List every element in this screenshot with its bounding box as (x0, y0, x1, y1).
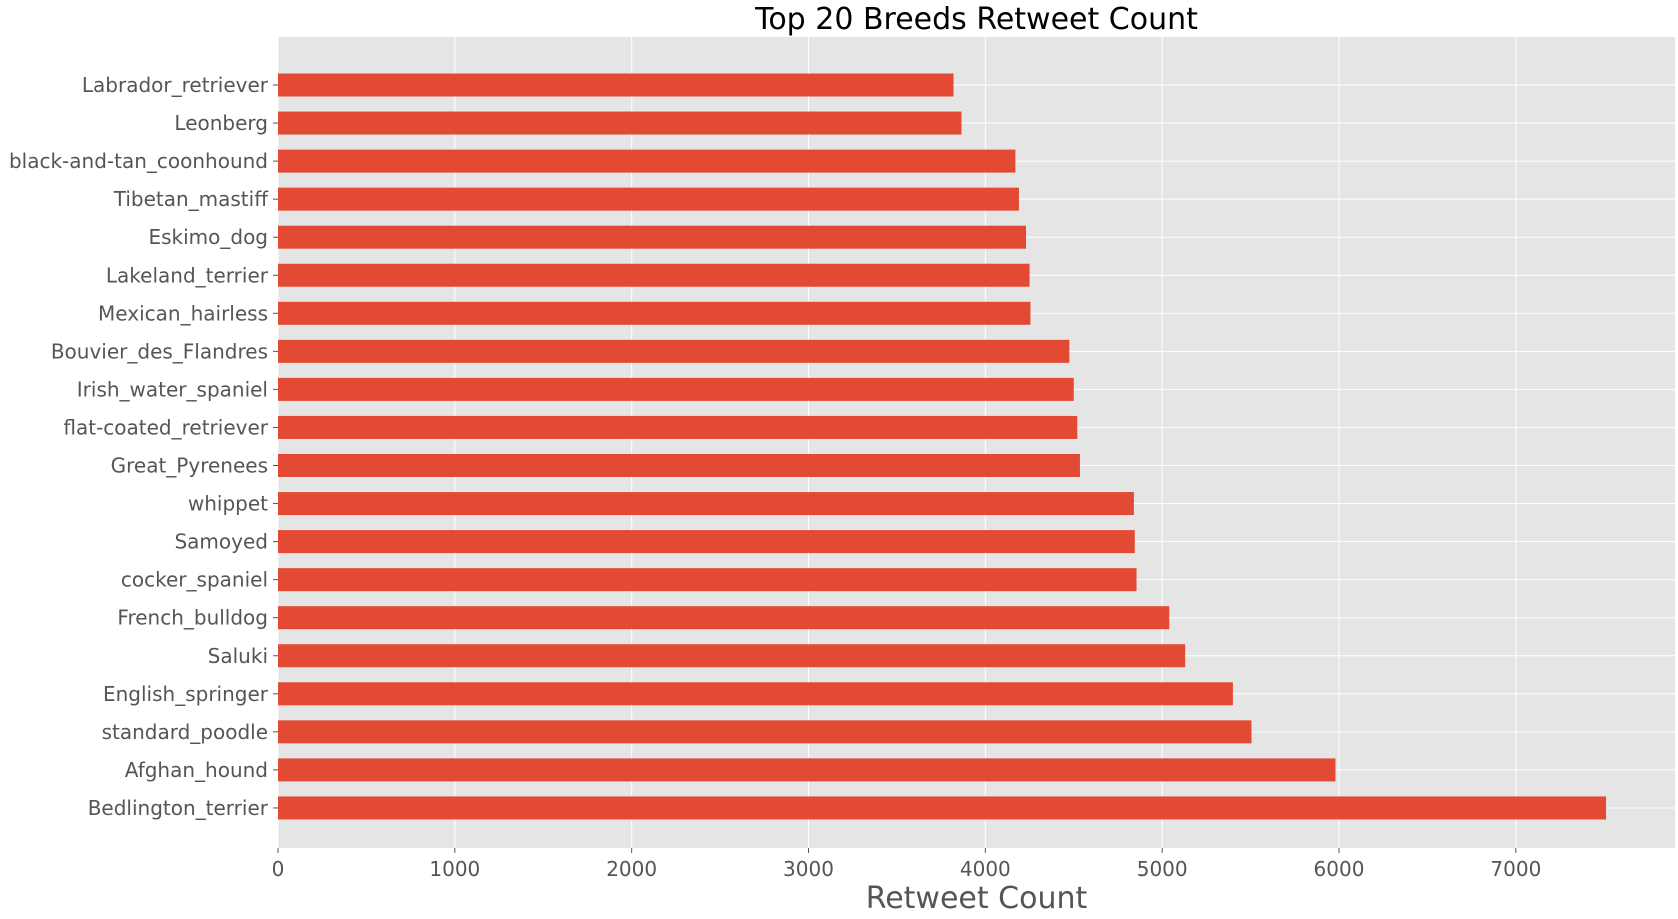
x-axis-ticks: 0 1000 2000 3000 4000 5000 6000 7000 (272, 848, 1541, 881)
bar-saluki (278, 644, 1186, 668)
x-tick-label: 1000 (429, 857, 480, 881)
x-tick-label: 7000 (1490, 857, 1541, 881)
x-tick-label: 2000 (606, 857, 657, 881)
x-tick-label: 3000 (783, 857, 834, 881)
bar-french-bulldog (278, 606, 1170, 630)
bar-great-pyrenees (278, 454, 1080, 477)
y-category-label: Bedlington_terrier (88, 796, 269, 820)
y-category-label: whippet (188, 492, 268, 516)
bar-samoyed (278, 530, 1135, 554)
x-tick-label: 6000 (1314, 857, 1365, 881)
y-category-label: Mexican_hairless (98, 301, 268, 325)
bar-irish-water-spaniel (278, 377, 1074, 401)
bar-lakeland-terrier (278, 263, 1030, 287)
y-axis-labels: Labrador_retriever Leonberg black-and-tan_… (9, 73, 278, 820)
bar-flat-coated-retriever (278, 415, 1078, 439)
bar-leonberg (278, 111, 962, 135)
y-category-label: Bouvier_des_Flandres (51, 339, 268, 363)
bar-afghan-hound (278, 758, 1336, 782)
y-category-label: standard_poodle (102, 720, 268, 744)
x-tick-label: 5000 (1137, 857, 1188, 881)
y-category-label: Lakeland_terrier (106, 263, 269, 287)
y-category-label: Eskimo_dog (148, 225, 268, 249)
y-category-label: Great_Pyrenees (111, 454, 268, 478)
x-tick-label: 4000 (960, 857, 1011, 881)
y-category-label: Tibetan_mastiff (113, 187, 269, 211)
y-category-label: flat-coated_retriever (63, 415, 268, 439)
y-category-label: cocker_spaniel (121, 568, 268, 592)
chart-title: Top 20 Breeds Retweet Count (754, 2, 1198, 37)
bar-whippet (278, 492, 1134, 516)
bar-bouvier-des-flandres (278, 339, 1070, 363)
y-category-label: Leonberg (174, 111, 268, 135)
bar-mexican-hairless (278, 301, 1031, 325)
bar-eskimo-dog (278, 225, 1027, 249)
bar-bedlington-terrier (278, 796, 1607, 820)
y-category-label: Samoyed (174, 530, 268, 554)
y-category-label: Irish_water_spaniel (77, 377, 268, 401)
y-category-label: Saluki (208, 644, 268, 668)
y-category-label: English_springer (103, 682, 269, 706)
bar-english-springer (278, 682, 1233, 706)
y-category-label: Afghan_hound (125, 758, 268, 782)
bar-black-and-tan-coonhound (278, 149, 1016, 173)
x-axis-label: Retweet Count (866, 881, 1088, 916)
y-category-label: French_bulldog (117, 606, 268, 630)
y-category-label: black-and-tan_coonhound (9, 149, 268, 173)
bar-tibetan-mastiff (278, 187, 1019, 211)
bars (278, 73, 1607, 820)
bar-standard-poodle (278, 720, 1252, 744)
y-category-label: Labrador_retriever (82, 73, 269, 97)
bar-labrador-retriever (278, 73, 954, 97)
x-tick-label: 0 (272, 857, 285, 881)
bar-cocker-spaniel (278, 568, 1137, 592)
